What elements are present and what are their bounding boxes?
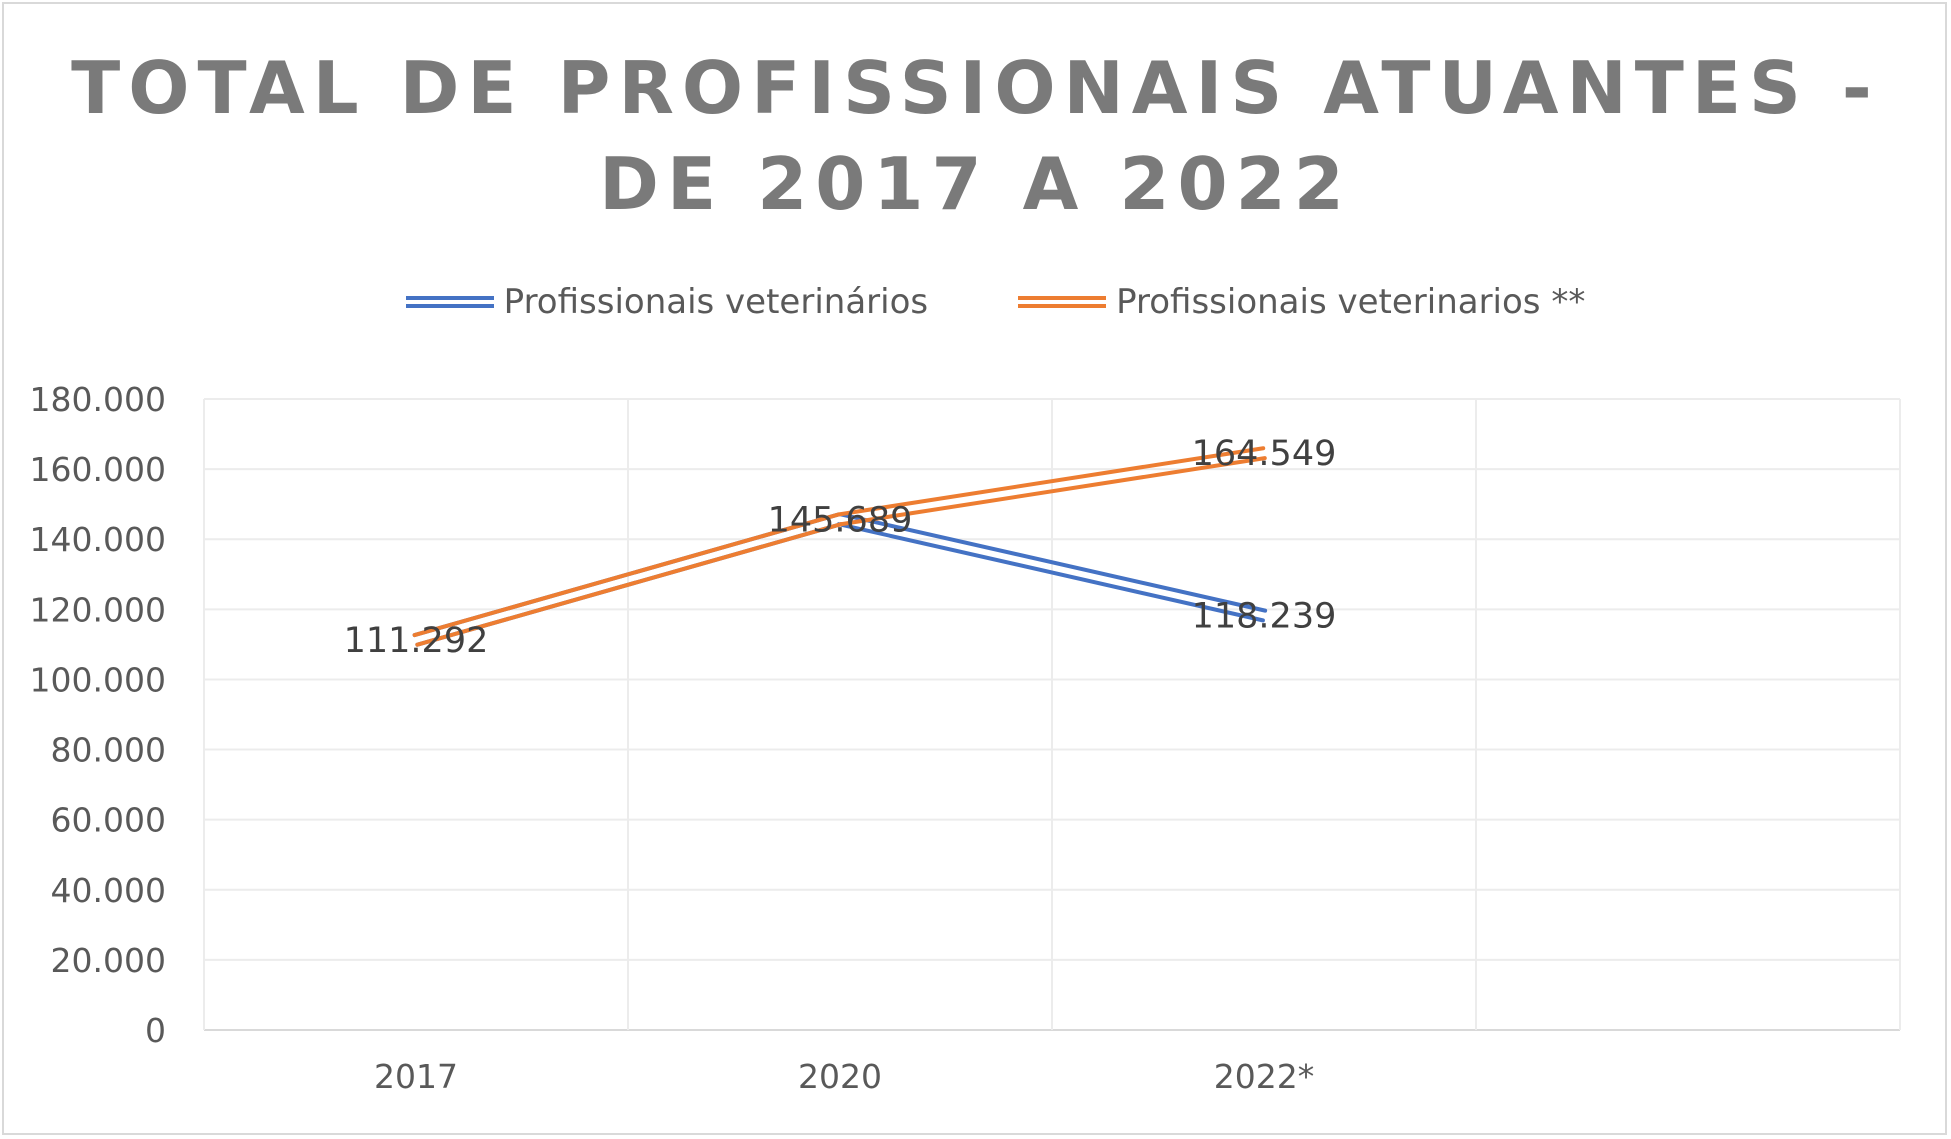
y-tick-label: 80.000	[51, 731, 166, 770]
series-0-line-b	[839, 512, 1268, 613]
y-tick-label: 60.000	[51, 801, 166, 840]
y-tick-label: 100.000	[30, 660, 166, 699]
data-label-series-1: 145.689	[768, 500, 913, 540]
series-1-line-a	[415, 522, 844, 647]
series-0-line-a	[836, 522, 1265, 623]
data-label-series-1: 111.292	[344, 621, 489, 661]
chart-title: TOTAL DE PROFISSIONAIS ATUANTES - DE 201…	[0, 40, 1951, 232]
legend-label-veterinarios-estimado: Profissionais veterinarios **	[1116, 282, 1586, 322]
legend-item-veterinarios-estimado: Profissionais veterinarios **	[1018, 282, 1585, 322]
data-label-series-0: 118.239	[1192, 597, 1337, 637]
x-tick-label: 2020	[798, 1057, 882, 1096]
y-tick-label: 180.000	[30, 380, 166, 419]
x-tick-label: 2022*	[1214, 1057, 1314, 1096]
y-tick-label: 160.000	[30, 450, 166, 489]
series-1-line-b	[412, 512, 841, 638]
chart-title-line-1: TOTAL DE PROFISSIONAIS ATUANTES -	[71, 46, 1880, 130]
chart-title-line-2: DE 2017 A 2022	[599, 142, 1352, 226]
y-tick-label: 140.000	[30, 520, 166, 559]
y-tick-label: 0	[145, 1011, 166, 1050]
series-1-line-b	[837, 446, 1266, 517]
y-tick-label: 20.000	[51, 941, 166, 980]
x-tick-label: 2017	[374, 1057, 458, 1096]
legend: Profissionais veterinários Profissionais…	[0, 282, 1951, 322]
legend-item-veterinarios: Profissionais veterinários	[405, 282, 929, 322]
legend-swatch-veterinarios-estimado	[1018, 295, 1107, 309]
data-label-series-1: 164.549	[1192, 434, 1337, 474]
y-tick-label: 120.000	[30, 590, 166, 629]
series-1-line-a	[838, 456, 1267, 527]
y-tick-label: 40.000	[51, 871, 166, 910]
legend-swatch-veterinarios	[405, 295, 494, 309]
legend-label-veterinarios: Profissionais veterinários	[503, 282, 929, 322]
